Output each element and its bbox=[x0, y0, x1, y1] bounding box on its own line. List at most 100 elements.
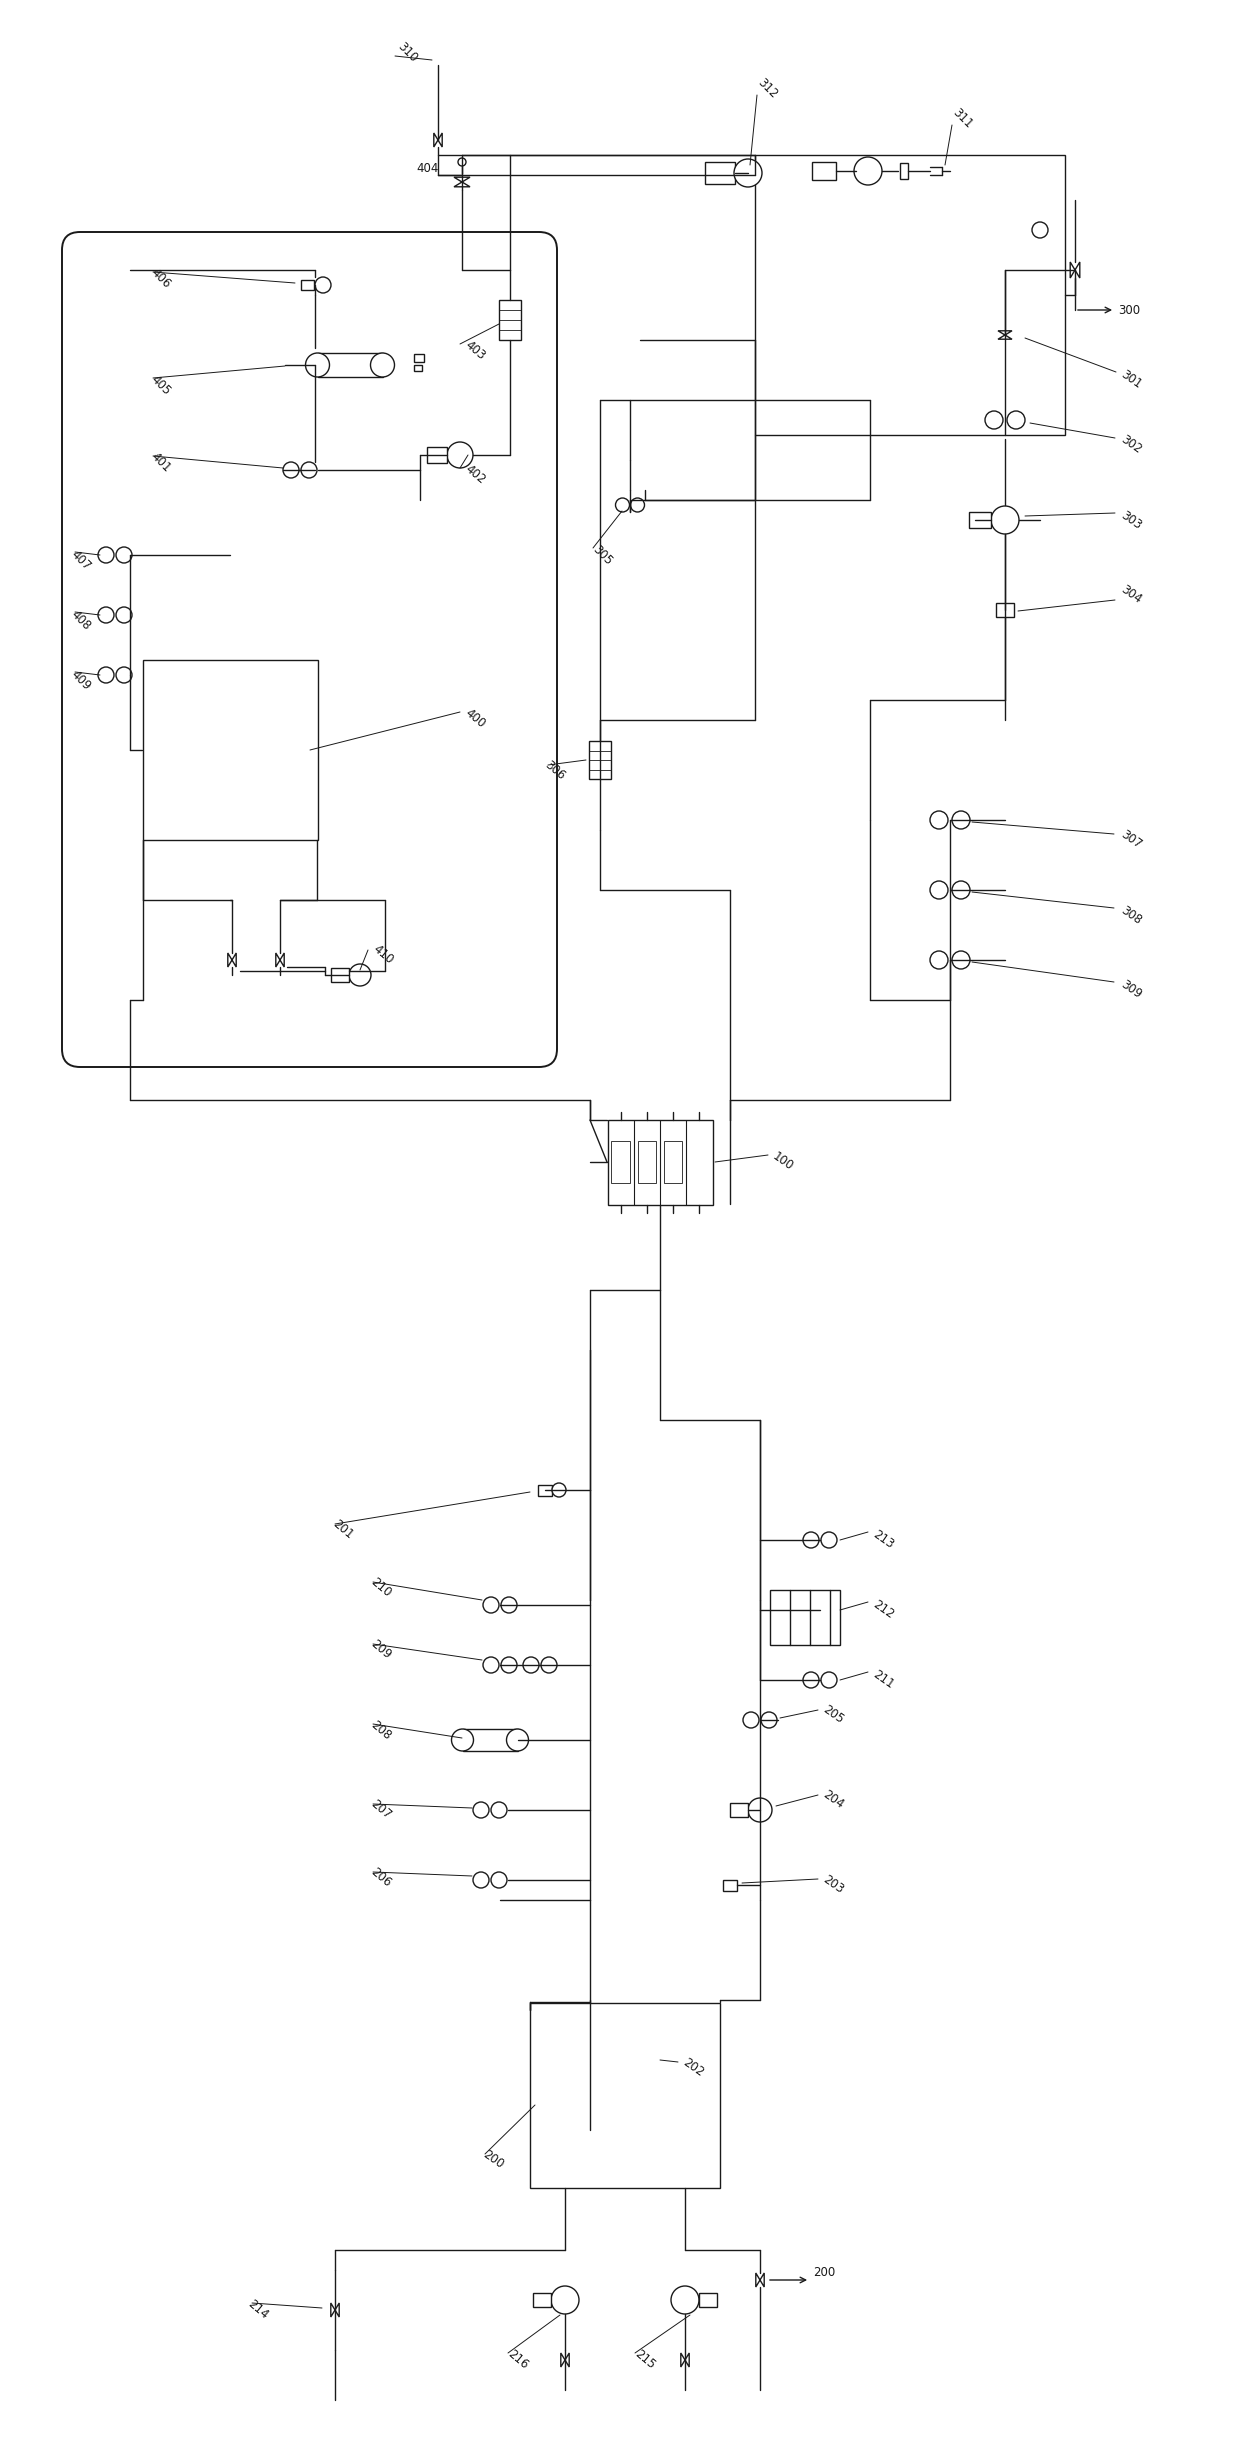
Bar bbox=[812, 162, 836, 179]
Bar bbox=[427, 446, 446, 463]
Bar bbox=[529, 2002, 720, 2186]
Text: 215: 215 bbox=[632, 2348, 657, 2373]
Text: 406: 406 bbox=[148, 265, 174, 292]
Bar bbox=[730, 1804, 748, 1816]
Text: 307: 307 bbox=[1118, 828, 1143, 850]
Text: 409: 409 bbox=[68, 667, 93, 694]
Bar bbox=[968, 512, 991, 527]
Circle shape bbox=[930, 880, 949, 900]
Circle shape bbox=[472, 1801, 489, 1819]
Text: 312: 312 bbox=[755, 76, 780, 100]
Circle shape bbox=[761, 1711, 777, 1728]
Text: 401: 401 bbox=[148, 449, 174, 475]
Text: 407: 407 bbox=[68, 547, 93, 574]
Circle shape bbox=[804, 1672, 818, 1689]
Text: 210: 210 bbox=[368, 1576, 393, 1601]
Bar bbox=[331, 968, 348, 983]
Bar bbox=[663, 1140, 682, 1184]
Circle shape bbox=[472, 1873, 489, 1887]
Circle shape bbox=[821, 1603, 837, 1618]
Text: 209: 209 bbox=[368, 1637, 393, 1662]
Polygon shape bbox=[756, 2272, 764, 2287]
Bar bbox=[637, 1140, 656, 1184]
Text: 302: 302 bbox=[1118, 434, 1143, 456]
Circle shape bbox=[458, 157, 466, 167]
Bar bbox=[770, 1591, 839, 1645]
Circle shape bbox=[952, 811, 970, 828]
Circle shape bbox=[821, 1672, 837, 1689]
Text: 402: 402 bbox=[463, 463, 487, 488]
Text: 311: 311 bbox=[950, 105, 975, 130]
Text: 301: 301 bbox=[1118, 368, 1143, 392]
Polygon shape bbox=[560, 2353, 569, 2368]
Text: 408: 408 bbox=[68, 608, 93, 632]
Text: 410: 410 bbox=[370, 944, 396, 968]
Circle shape bbox=[930, 951, 949, 968]
Text: 204: 204 bbox=[820, 1789, 846, 1811]
Text: 206: 206 bbox=[368, 1865, 393, 1890]
Text: 303: 303 bbox=[1118, 507, 1143, 532]
Circle shape bbox=[315, 277, 331, 294]
Bar bbox=[498, 299, 521, 341]
Text: 213: 213 bbox=[870, 1529, 895, 1551]
Bar bbox=[143, 659, 317, 841]
Circle shape bbox=[98, 547, 114, 564]
Circle shape bbox=[804, 1603, 818, 1618]
Text: 203: 203 bbox=[820, 1873, 846, 1897]
Text: 306: 306 bbox=[542, 757, 568, 782]
Circle shape bbox=[804, 1532, 818, 1549]
Circle shape bbox=[552, 1483, 565, 1498]
Circle shape bbox=[991, 505, 1019, 534]
Circle shape bbox=[501, 1598, 517, 1613]
Bar bbox=[900, 164, 908, 179]
Polygon shape bbox=[275, 953, 284, 968]
Circle shape bbox=[501, 1657, 517, 1674]
Bar bbox=[538, 1485, 552, 1495]
Circle shape bbox=[1007, 412, 1025, 429]
Text: 308: 308 bbox=[1118, 904, 1143, 926]
Circle shape bbox=[484, 1598, 498, 1613]
Bar bbox=[463, 1728, 517, 1750]
Circle shape bbox=[117, 547, 131, 564]
Circle shape bbox=[283, 461, 299, 478]
Polygon shape bbox=[1070, 262, 1080, 277]
Bar bbox=[723, 1880, 737, 1890]
Text: 212: 212 bbox=[870, 1598, 895, 1623]
Bar bbox=[755, 154, 1065, 434]
Circle shape bbox=[541, 1657, 557, 1674]
Circle shape bbox=[484, 1657, 498, 1674]
Polygon shape bbox=[434, 132, 443, 147]
Text: 309: 309 bbox=[1118, 978, 1143, 1002]
Text: 305: 305 bbox=[590, 542, 615, 569]
Circle shape bbox=[734, 159, 763, 186]
Circle shape bbox=[821, 1532, 837, 1549]
Circle shape bbox=[1032, 223, 1048, 238]
Circle shape bbox=[491, 1873, 507, 1887]
Bar bbox=[414, 353, 424, 363]
Polygon shape bbox=[998, 331, 1012, 338]
Text: 211: 211 bbox=[870, 1669, 895, 1691]
Text: 200: 200 bbox=[480, 2147, 506, 2172]
Text: 200: 200 bbox=[813, 2267, 836, 2279]
Bar bbox=[996, 603, 1014, 618]
Text: 100: 100 bbox=[770, 1150, 796, 1174]
Bar bbox=[589, 740, 611, 779]
Bar bbox=[533, 2294, 551, 2306]
Circle shape bbox=[446, 441, 472, 468]
Circle shape bbox=[348, 963, 371, 985]
Circle shape bbox=[506, 1728, 528, 1750]
Bar bbox=[608, 1120, 713, 1203]
Text: 205: 205 bbox=[820, 1703, 846, 1726]
Circle shape bbox=[491, 1801, 507, 1819]
Polygon shape bbox=[681, 2353, 689, 2368]
Text: 405: 405 bbox=[148, 373, 172, 397]
Text: 400: 400 bbox=[463, 706, 487, 730]
Circle shape bbox=[98, 608, 114, 623]
Bar bbox=[706, 162, 735, 184]
Circle shape bbox=[743, 1711, 759, 1728]
Text: 207: 207 bbox=[368, 1799, 393, 1821]
Text: 201: 201 bbox=[330, 1517, 356, 1542]
Text: 300: 300 bbox=[1118, 304, 1140, 316]
Text: 403: 403 bbox=[463, 338, 487, 363]
Circle shape bbox=[98, 667, 114, 684]
